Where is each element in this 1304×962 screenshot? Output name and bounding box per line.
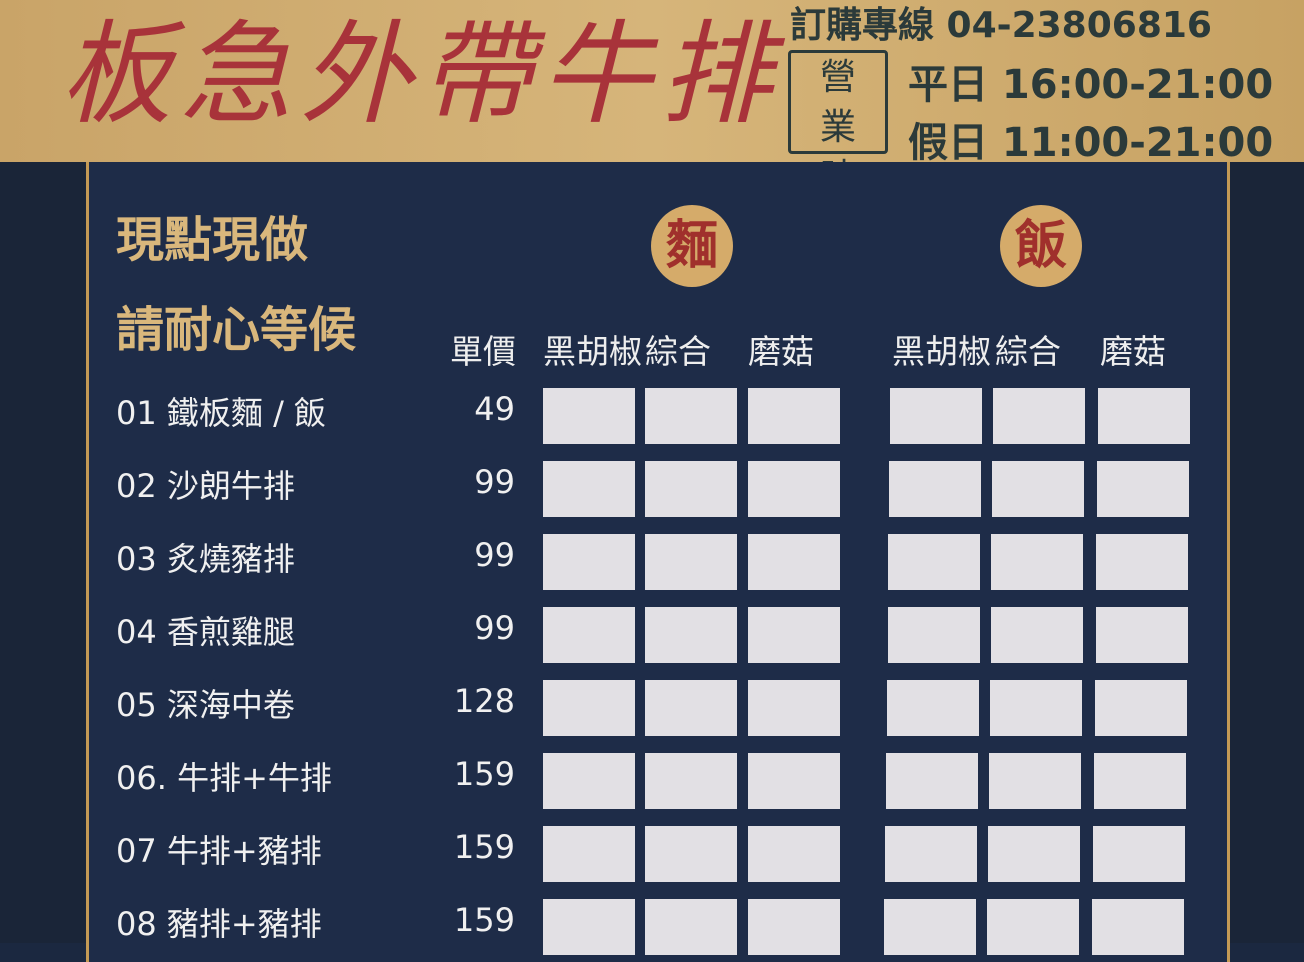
- order-checkbox[interactable]: [543, 388, 635, 444]
- item-price: 99: [474, 609, 515, 647]
- item-price: 159: [453, 755, 515, 793]
- item-price: 159: [453, 901, 515, 939]
- order-checkbox[interactable]: [748, 607, 840, 663]
- order-checkbox[interactable]: [543, 680, 635, 736]
- item-price: 99: [474, 536, 515, 574]
- flavor-header: 磨菇: [748, 332, 814, 371]
- flavor-header: 黑胡椒: [543, 332, 642, 371]
- order-checkbox[interactable]: [987, 899, 1080, 955]
- order-checkbox[interactable]: [886, 753, 978, 809]
- order-checkbox[interactable]: [1097, 461, 1190, 517]
- order-checkbox[interactable]: [1095, 607, 1188, 663]
- item-price: 49: [474, 390, 515, 428]
- menu-item-row: 05 深海中卷 128: [0, 680, 1304, 740]
- restaurant-name: 板急外帶牛排: [60, 10, 780, 140]
- note-made-to-order: 現點現做: [116, 212, 309, 268]
- order-checkbox[interactable]: [748, 753, 840, 809]
- order-checkbox[interactable]: [1093, 826, 1186, 882]
- order-checkbox[interactable]: [889, 461, 982, 517]
- order-checkbox[interactable]: [543, 899, 635, 955]
- left-edge: [0, 162, 86, 943]
- order-checkbox[interactable]: [645, 461, 737, 517]
- item-price: 99: [474, 463, 515, 501]
- order-checkbox[interactable]: [993, 388, 1085, 444]
- menu-item-row: 02 沙朗牛排 99: [0, 461, 1304, 521]
- flavor-header: 黑胡椒: [892, 332, 991, 371]
- order-checkbox[interactable]: [543, 534, 635, 590]
- order-checkbox[interactable]: [1096, 534, 1189, 590]
- order-checkbox[interactable]: [645, 534, 737, 590]
- order-checkbox[interactable]: [1092, 899, 1185, 955]
- order-checkbox[interactable]: [748, 534, 840, 590]
- menu-item-row: 08 豬排+豬排 159: [0, 899, 1304, 959]
- order-checkbox[interactable]: [543, 753, 635, 809]
- order-checkbox[interactable]: [1094, 753, 1186, 809]
- item-name: 04 香煎雞腿: [116, 613, 295, 651]
- right-edge: [1227, 162, 1304, 943]
- holiday-hours: 假日 11:00-21:00: [908, 120, 1274, 166]
- order-checkbox[interactable]: [991, 534, 1084, 590]
- note-please-wait: 請耐心等候: [116, 302, 357, 358]
- order-checkbox[interactable]: [748, 388, 840, 444]
- order-checkbox[interactable]: [645, 899, 737, 955]
- order-checkbox[interactable]: [890, 388, 982, 444]
- menu-item-row: 07 牛排+豬排 159: [0, 826, 1304, 886]
- order-checkbox[interactable]: [1098, 388, 1190, 444]
- order-checkbox[interactable]: [885, 826, 978, 882]
- order-checkbox[interactable]: [543, 826, 635, 882]
- order-checkbox[interactable]: [888, 534, 981, 590]
- order-checkbox[interactable]: [748, 461, 840, 517]
- price-header: 單價: [450, 332, 516, 371]
- order-checkbox[interactable]: [543, 607, 635, 663]
- order-checkbox[interactable]: [748, 899, 840, 955]
- flavor-header: 綜合: [995, 332, 1061, 371]
- order-checkbox[interactable]: [887, 607, 980, 663]
- item-price: 128: [453, 682, 515, 720]
- order-checkbox[interactable]: [1094, 680, 1187, 736]
- flavor-header: 磨菇: [1100, 332, 1166, 371]
- order-checkbox[interactable]: [992, 461, 1085, 517]
- flavor-header: 綜合: [645, 332, 711, 371]
- order-hotline: 訂購專線 04-23806816: [790, 5, 1212, 46]
- item-name: 05 深海中卷: [116, 686, 295, 724]
- business-hours-label: 營業時間: [788, 50, 888, 248]
- order-checkbox[interactable]: [989, 680, 1082, 736]
- order-checkbox[interactable]: [884, 899, 977, 955]
- order-checkbox[interactable]: [543, 461, 635, 517]
- order-checkbox[interactable]: [748, 826, 840, 882]
- order-checkbox[interactable]: [990, 607, 1083, 663]
- item-name: 06. 牛排+牛排: [116, 759, 332, 797]
- menu-item-row: 06. 牛排+牛排 159: [0, 753, 1304, 813]
- order-checkbox[interactable]: [886, 680, 979, 736]
- order-checkbox[interactable]: [645, 753, 737, 809]
- item-name: 07 牛排+豬排: [116, 832, 322, 870]
- item-name: 08 豬排+豬排: [116, 905, 322, 943]
- menu-header: 板急外帶牛排 訂購專線 04-23806816 營業時間 平日 16:00-21…: [0, 0, 1304, 248]
- rice-badge: 飯: [1000, 205, 1082, 287]
- item-price: 159: [453, 828, 515, 866]
- weekday-hours: 平日 16:00-21:00: [908, 62, 1274, 108]
- noodle-badge: 麵: [651, 205, 733, 287]
- menu-item-row: 01 鐵板麵 / 飯 49: [0, 388, 1304, 448]
- order-checkbox[interactable]: [988, 826, 1081, 882]
- item-name: 03 炙燒豬排: [116, 540, 295, 578]
- menu-item-row: 04 香煎雞腿 99: [0, 607, 1304, 667]
- order-checkbox[interactable]: [989, 753, 1081, 809]
- order-checkbox[interactable]: [645, 388, 737, 444]
- order-checkbox[interactable]: [645, 680, 737, 736]
- item-name: 01 鐵板麵 / 飯: [116, 394, 327, 432]
- order-checkbox[interactable]: [645, 607, 737, 663]
- order-checkbox[interactable]: [645, 826, 737, 882]
- item-name: 02 沙朗牛排: [116, 467, 295, 505]
- order-checkbox[interactable]: [748, 680, 840, 736]
- menu-item-row: 03 炙燒豬排 99: [0, 534, 1304, 594]
